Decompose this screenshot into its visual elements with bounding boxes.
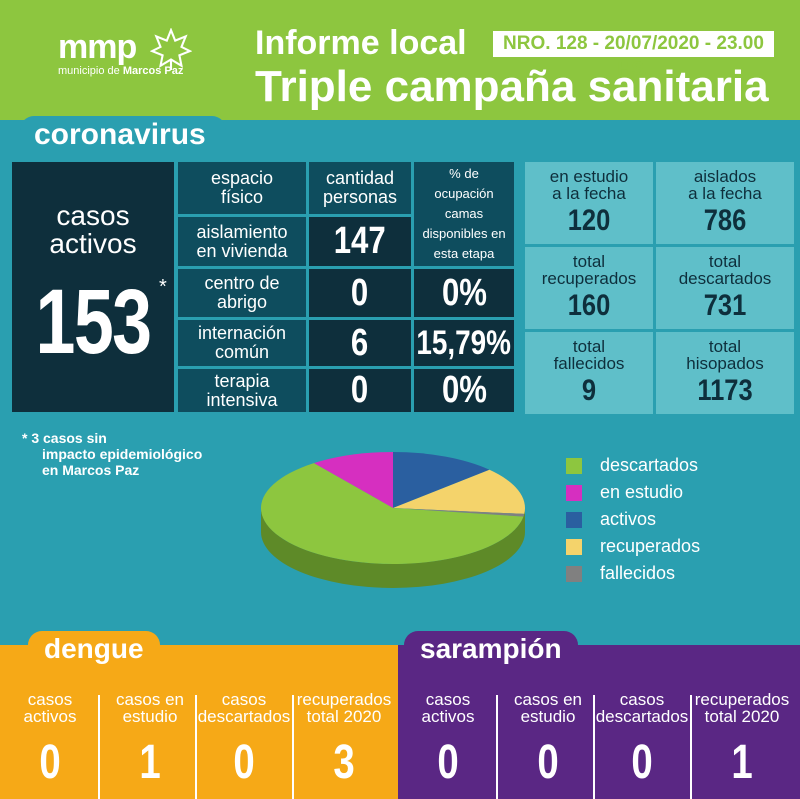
chart-legend: descartados en estudio activos recuperad… bbox=[566, 452, 700, 587]
legend-item: fallecidos bbox=[566, 560, 700, 587]
pie-side bbox=[261, 508, 525, 588]
row-label: aislamiento en vivienda bbox=[178, 217, 306, 266]
active-cases-value: 153 bbox=[35, 271, 152, 373]
dengue-col: casos en estudio 1 bbox=[115, 690, 185, 789]
divider bbox=[496, 695, 498, 799]
municipality-logo: mmp municipio de Marcos Paz bbox=[58, 28, 183, 77]
divider bbox=[195, 695, 197, 799]
row-pct: 0% bbox=[414, 269, 514, 317]
logo-subtitle: municipio de Marcos Paz bbox=[58, 65, 184, 77]
campaign-title: Triple campaña sanitaria bbox=[255, 62, 769, 111]
pie-slice-recuperados bbox=[393, 469, 525, 514]
coronavirus-section-title: coronavirus bbox=[20, 116, 226, 156]
row-count: 6 bbox=[309, 320, 411, 366]
row-pct: 0% bbox=[414, 369, 514, 412]
header-cantidad: cantidad personas bbox=[309, 162, 411, 214]
report-number-badge: NRO. 128 - 20/07/2020 - 23.00 HS. bbox=[491, 29, 776, 80]
sarampion-title: sarampión bbox=[404, 631, 578, 667]
dengue-title: dengue bbox=[28, 631, 160, 667]
stat-card: total fallecidos 9 bbox=[525, 332, 653, 414]
row-count: 0 bbox=[309, 269, 411, 317]
pie-slice-en-estudio bbox=[313, 452, 393, 508]
divider bbox=[593, 695, 595, 799]
pie-chart bbox=[261, 452, 525, 588]
report-title: Informe local bbox=[255, 24, 467, 62]
stat-card: total recuperados 160 bbox=[525, 247, 653, 329]
asterisk-mark: * bbox=[159, 276, 167, 298]
legend-item: en estudio bbox=[566, 479, 700, 506]
stat-card: total descartados 731 bbox=[656, 247, 794, 329]
dengue-col: casos descartados 0 bbox=[197, 690, 291, 789]
row-label: internación común bbox=[178, 320, 306, 366]
row-pct: 15,79% bbox=[414, 320, 514, 366]
dengue-col: recuperados total 2020 3 bbox=[296, 690, 392, 789]
logo-text: mmp bbox=[58, 28, 137, 66]
divider bbox=[292, 695, 294, 799]
dengue-col: casos activos 0 bbox=[23, 690, 77, 789]
divider bbox=[690, 695, 692, 799]
footnote: * 3 casos sin impacto epidemiológico en … bbox=[22, 430, 203, 478]
legend-item: activos bbox=[566, 506, 700, 533]
sarampion-col: casos activos 0 bbox=[421, 690, 475, 789]
legend-item: recuperados bbox=[566, 533, 700, 560]
row-label: centro de abrigo bbox=[178, 269, 306, 317]
row-label: terapia intensiva bbox=[178, 369, 306, 412]
stat-card: aislados a la fecha 786 bbox=[656, 162, 794, 244]
sarampion-col: recuperados total 2020 1 bbox=[694, 690, 790, 789]
legend-item: descartados bbox=[566, 452, 700, 479]
pie-slice-fallecidos bbox=[393, 508, 525, 517]
sarampion-col: casos descartados 0 bbox=[595, 690, 689, 789]
active-cases-box: casos activos 153 * bbox=[12, 162, 174, 412]
stat-card: en estudio a la fecha 120 bbox=[525, 162, 653, 244]
pie-slice-activos bbox=[393, 452, 490, 508]
row-count: 0 bbox=[309, 369, 411, 412]
stat-card: total hisopados 1173 bbox=[656, 332, 794, 414]
header-espacio: espacio físico bbox=[178, 162, 306, 214]
sarampion-section: sarampión casos activos 0 casos en estudio 0… bbox=[398, 631, 800, 799]
row-count: 147 bbox=[309, 217, 411, 266]
divider bbox=[98, 695, 100, 799]
header-pct: % de ocupación camas disponibles en esta… bbox=[414, 162, 514, 266]
sarampion-col: casos en estudio 0 bbox=[513, 690, 583, 789]
active-label: casos activos bbox=[49, 200, 137, 259]
dengue-section: dengue casos activos 0 casos en estudio 1 ca… bbox=[0, 631, 400, 799]
leaf-icon bbox=[150, 28, 192, 70]
header: mmp municipio de Marcos Paz Informe loca… bbox=[0, 0, 800, 120]
pie-slice-descartados bbox=[261, 463, 524, 564]
